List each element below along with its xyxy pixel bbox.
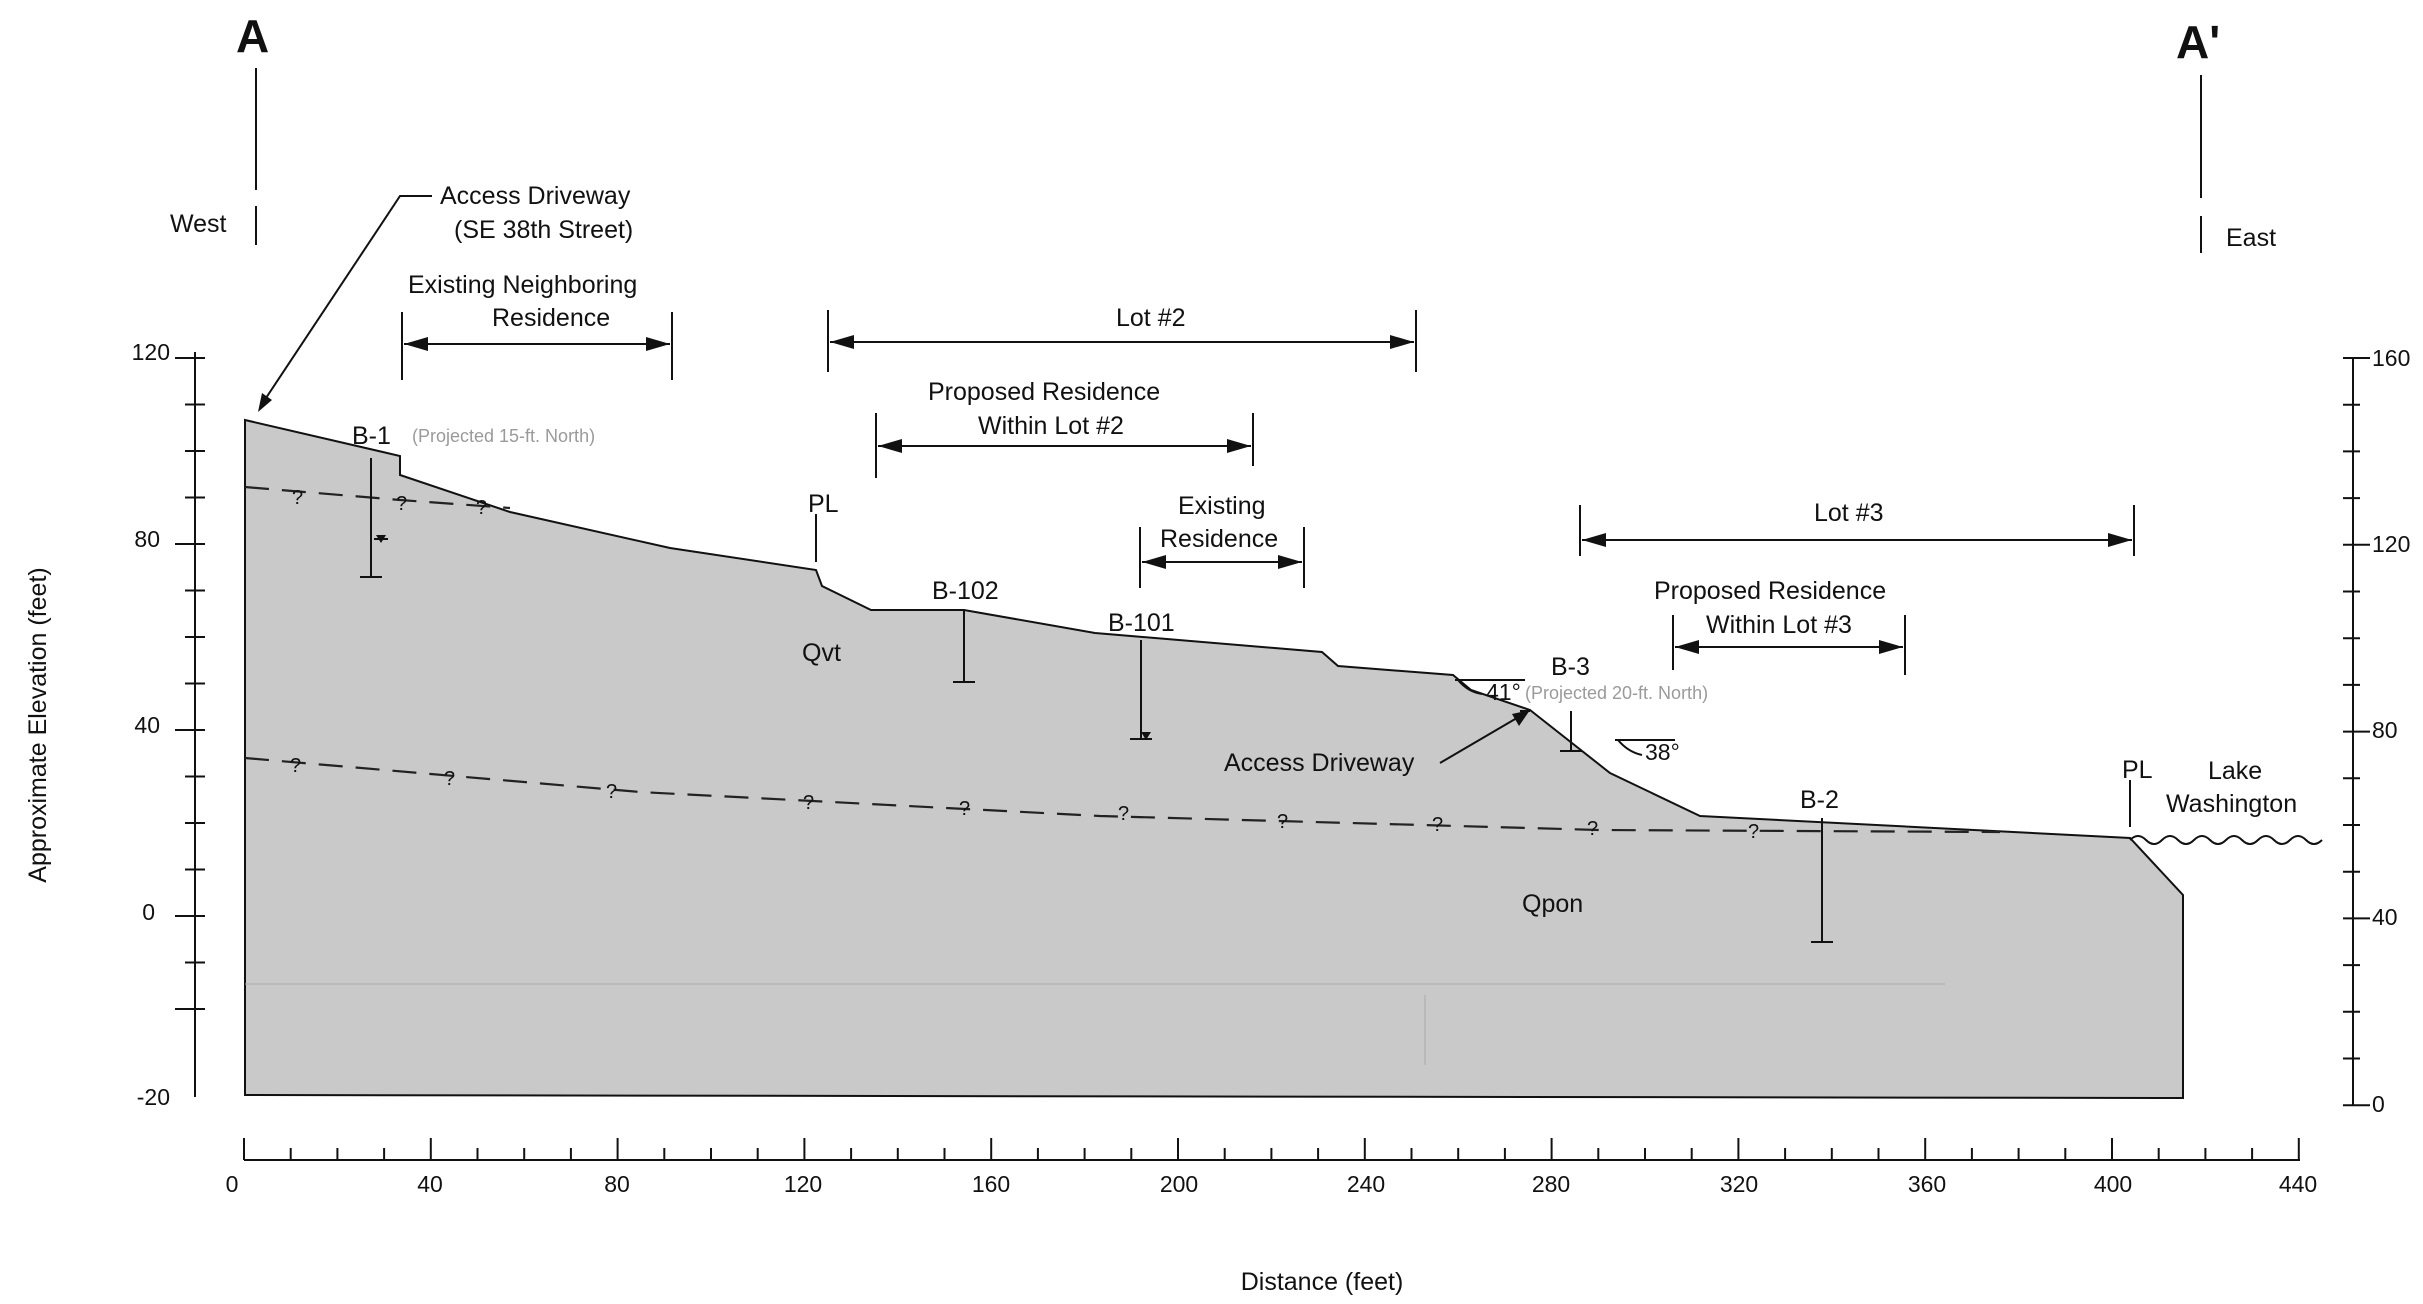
boring-label-b102: B-102 — [932, 577, 999, 605]
x-tick-label: 200 — [1160, 1171, 1198, 1197]
existing-neighboring-sublabel: Residence — [492, 304, 610, 332]
right-y-tick-label: 40 — [2372, 904, 2398, 930]
unknown-mark: ? — [959, 798, 970, 820]
boring-note-b3: (Projected 20-ft. North) — [1525, 683, 1708, 703]
left-y-tick-label: 40 — [134, 712, 160, 738]
unknown-mark: ? — [1748, 821, 1759, 843]
boring-b101 — [1130, 640, 1152, 740]
lot2-label: Lot #2 — [1116, 304, 1186, 332]
proposed-lot3-label: Proposed Residence — [1654, 577, 1886, 605]
proposed-lot2-label: Proposed Residence — [928, 378, 1160, 406]
boring-label-b101: B-101 — [1108, 609, 1175, 637]
x-tick-label: 400 — [2094, 1171, 2132, 1197]
soil-profile — [244, 418, 2184, 1100]
boring-label-b1: B-1 — [352, 422, 391, 450]
angle-arc-41 — [1457, 679, 1483, 695]
access-driveway-sublabel: (SE 38th Street) — [454, 216, 633, 244]
existing-neighboring-label: Existing Neighboring — [408, 271, 637, 299]
unknown-mark: ? — [606, 781, 617, 803]
existing-residence-sublabel: Residence — [1160, 525, 1278, 553]
access-driveway-2-label: Access Driveway — [1224, 749, 1415, 777]
west-label: West — [170, 210, 227, 238]
left-axis-ticks — [175, 357, 205, 1010]
right-axis-ticks — [2343, 357, 2370, 1107]
dimension-existing-residence — [1139, 527, 1305, 588]
unknown-mark: ? — [476, 497, 487, 519]
boring-b102 — [953, 610, 975, 683]
boring-label-b2: B-2 — [1800, 786, 1839, 814]
proposed-lot3-sublabel: Within Lot #3 — [1706, 611, 1852, 639]
lot3-label: Lot #3 — [1814, 499, 1884, 527]
boring-label-b3: B-3 — [1551, 653, 1590, 681]
upper-contact-line — [244, 485, 511, 510]
access-driveway-2-arrowhead — [1512, 710, 1530, 726]
angle-label-38: 38° — [1645, 739, 1680, 765]
right-y-tick-label: 80 — [2372, 717, 2398, 743]
dimension-lot3 — [1579, 505, 2135, 556]
boring-note-b1: (Projected 15-ft. North) — [412, 426, 595, 446]
unknown-mark: ? — [1587, 818, 1598, 840]
left-y-tick-label: 0 — [142, 899, 155, 925]
unknown-mark: ? — [1118, 803, 1129, 825]
section-end-a-prime: A' — [2176, 16, 2220, 68]
lake-label-line1: Lake — [2208, 757, 2262, 785]
dimension-existing-neighboring — [401, 312, 673, 380]
x-tick-label: 0 — [226, 1171, 239, 1197]
unknown-mark: ? — [396, 493, 407, 515]
unknown-mark: ? — [1432, 814, 1443, 836]
boring-b3 — [1560, 711, 1582, 752]
x-tick-label: 40 — [417, 1171, 443, 1197]
property-line-left-label: PL — [808, 490, 839, 518]
lake-label-line2: Washington — [2166, 790, 2297, 818]
x-tick-label: 240 — [1347, 1171, 1385, 1197]
x-tick-label: 440 — [2279, 1171, 2317, 1197]
x-tick-label: 280 — [1532, 1171, 1570, 1197]
x-tick-label: 120 — [784, 1171, 822, 1197]
x-axis-label: Distance (feet) — [1241, 1268, 1404, 1296]
access-driveway-2-leader — [1439, 714, 1523, 764]
access-driveway-label: Access Driveway — [440, 182, 631, 210]
unit-label-qvt: Qvt — [802, 639, 841, 667]
unknown-mark: ? — [1277, 811, 1288, 833]
y-axis-label: Approximate Elevation (feet) — [24, 567, 52, 882]
unit-label-qpon: Qpon — [1522, 890, 1583, 918]
lower-contact-line — [244, 756, 2001, 834]
x-tick-label: 80 — [604, 1171, 630, 1197]
boring-b2 — [1811, 818, 1833, 943]
right-y-tick-label: 160 — [2372, 345, 2410, 371]
angle-arc-38 — [1617, 739, 1643, 756]
access-driveway-leader — [261, 195, 432, 405]
dimension-lot2 — [827, 310, 1417, 372]
dimension-proposed-lot3 — [1672, 615, 1906, 675]
lake-water-line — [2129, 835, 2323, 845]
boring-b1 — [360, 458, 388, 578]
access-driveway-arrowhead — [258, 393, 272, 412]
x-tick-label: 320 — [1720, 1171, 1758, 1197]
section-end-a: A — [236, 10, 269, 62]
unknown-mark: ? — [290, 755, 301, 777]
proposed-lot2-sublabel: Within Lot #2 — [978, 412, 1124, 440]
angle-label-41: 41° — [1486, 679, 1521, 705]
right-y-tick-label: 0 — [2372, 1091, 2385, 1117]
unknown-mark: ? — [292, 487, 303, 509]
left-y-tick-label: 80 — [134, 526, 160, 552]
x-tick-label: 160 — [972, 1171, 1010, 1197]
existing-residence-label: Existing — [1178, 492, 1266, 520]
left-y-tick-label: -20 — [137, 1084, 170, 1110]
unknown-mark: ? — [444, 768, 455, 790]
unknown-mark: ? — [803, 792, 814, 814]
left-y-tick-label: 120 — [132, 339, 170, 365]
east-label: East — [2226, 224, 2276, 252]
distance-axis-ticks — [243, 1138, 2300, 1160]
right-y-tick-label: 120 — [2372, 531, 2410, 557]
property-line-right-label: PL — [2122, 756, 2153, 784]
x-tick-label: 360 — [1908, 1171, 1946, 1197]
dimension-proposed-lot2 — [875, 413, 1254, 478]
